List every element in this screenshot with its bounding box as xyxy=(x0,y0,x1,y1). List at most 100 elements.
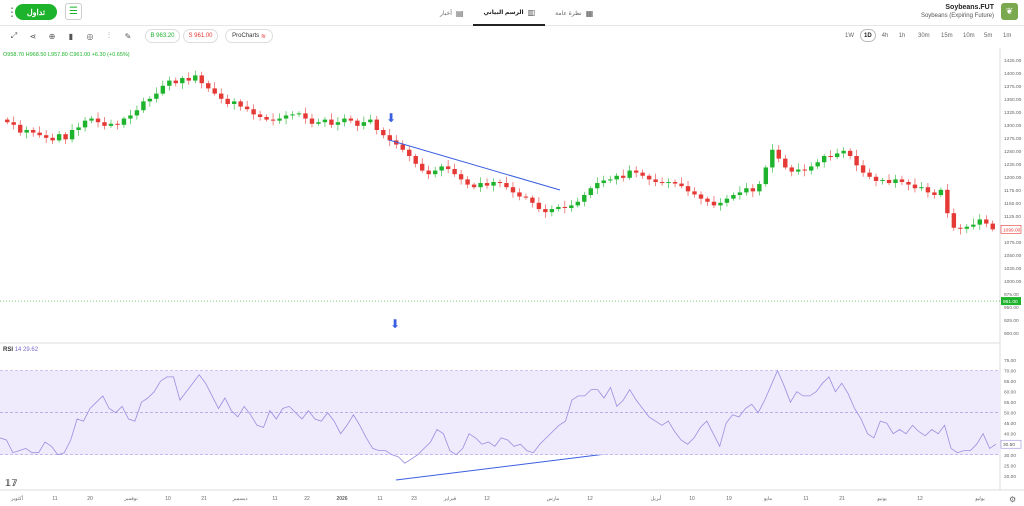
candle-body xyxy=(50,137,55,141)
timeframe-15m[interactable]: 15m xyxy=(941,32,953,39)
candle xyxy=(536,197,542,213)
candle xyxy=(212,82,217,96)
timeframe-1m[interactable]: 1m xyxy=(1003,32,1012,39)
candle xyxy=(400,140,405,153)
candle xyxy=(277,113,282,124)
candle-body xyxy=(18,124,23,133)
rsi-legend: RSI 14 29.62 xyxy=(3,347,38,353)
candle xyxy=(231,98,237,110)
compare-icon[interactable]: ◎ xyxy=(86,31,94,41)
candle-body xyxy=(465,179,470,185)
candle-body xyxy=(154,93,159,99)
candle xyxy=(945,184,950,218)
time-tick-label: يوليو xyxy=(974,496,985,502)
candle-body xyxy=(400,144,405,150)
candle-body xyxy=(69,130,75,140)
candle-body xyxy=(899,179,905,182)
rsi-tick-label: 30.00 xyxy=(1004,453,1016,459)
candle xyxy=(796,163,801,175)
watchlist-button[interactable]: ☰ xyxy=(65,3,82,20)
down-arrow-icon: ⬇ xyxy=(390,317,400,331)
candle-body xyxy=(744,188,749,193)
crosshair-icon[interactable]: ⊕ xyxy=(48,31,56,41)
indicators-icon[interactable]: ▮ xyxy=(68,31,74,41)
settings-sliders-icon[interactable]: ⫶ xyxy=(108,31,110,40)
candle xyxy=(666,178,671,189)
candle xyxy=(556,204,561,212)
timeframe-1h[interactable]: 1h xyxy=(898,32,906,39)
candle-body xyxy=(296,113,302,115)
candle-body xyxy=(128,115,133,119)
expand-icon[interactable]: ⤢ xyxy=(10,31,18,40)
candle-body xyxy=(439,166,444,171)
candle xyxy=(270,113,276,126)
candle-body xyxy=(231,101,237,104)
timeframe-1w[interactable]: 1W xyxy=(845,32,854,39)
timeframe-30m[interactable]: 30m xyxy=(918,32,930,39)
instrument-name: Soybeans (Expiring Future) xyxy=(920,13,994,19)
time-tick-label: 2026 xyxy=(336,496,347,502)
candle xyxy=(854,149,859,172)
ohlc-high: H968.50 xyxy=(25,52,47,58)
candle xyxy=(698,191,704,205)
candle xyxy=(186,72,191,85)
candle xyxy=(154,87,159,103)
rsi-tick-label: 45.00 xyxy=(1004,421,1016,427)
candle-body xyxy=(95,118,101,123)
tab-news[interactable]: أخبار ▤ xyxy=(430,0,473,26)
candle-body xyxy=(387,135,392,141)
candle xyxy=(984,215,989,228)
prochart-button[interactable]: ProCharts ≋ xyxy=(225,29,273,43)
candle-body xyxy=(30,130,36,133)
trade-button[interactable]: تداول xyxy=(15,4,57,20)
candle-body xyxy=(932,192,937,195)
timeframe-1d[interactable]: 1D xyxy=(860,29,876,42)
candle-body xyxy=(504,183,509,188)
candle-body xyxy=(199,75,204,84)
candle xyxy=(199,71,204,89)
candle-body xyxy=(919,187,924,189)
candle-body xyxy=(711,201,717,206)
timeframe-10m[interactable]: 10m xyxy=(963,32,975,39)
share-icon[interactable]: ⋖ xyxy=(29,31,37,41)
candle-body xyxy=(219,93,224,99)
tab-chart[interactable]: الرسم البياني ▥ xyxy=(473,0,546,26)
candle xyxy=(458,170,464,185)
time-tick-label: 19 xyxy=(726,496,732,502)
candle-body xyxy=(238,101,243,107)
candle-body xyxy=(173,80,179,84)
candle-body xyxy=(880,179,885,181)
candle xyxy=(37,126,42,138)
sell-price-button[interactable]: S 961.00 xyxy=(183,29,218,43)
candle-body xyxy=(945,189,950,214)
buy-price-button[interactable]: B 963.20 xyxy=(145,29,180,43)
candle xyxy=(705,196,710,206)
candle xyxy=(50,133,55,145)
candle xyxy=(744,183,749,196)
price-trendline xyxy=(388,139,561,191)
tab-overview[interactable]: نظرة عامة ▦ xyxy=(545,0,603,26)
candle-body xyxy=(63,134,68,140)
candle-body xyxy=(432,170,438,175)
candle xyxy=(847,148,853,160)
candle-body xyxy=(413,156,418,164)
candle-body xyxy=(692,191,697,195)
draw-icon[interactable]: ✎ xyxy=(124,31,132,41)
candle-body xyxy=(322,119,328,123)
instrument-info: Soybeans.FUT Soybeans (Expiring Future) xyxy=(921,4,994,20)
candle xyxy=(497,179,503,188)
rsi-value-tag-label: 30.50 xyxy=(1003,442,1015,448)
prochart-flag-icon: ≋ xyxy=(260,33,266,40)
timeframe-4h[interactable]: 4h xyxy=(881,32,889,39)
timeframe-5m[interactable]: 5m xyxy=(984,32,993,39)
gear-icon[interactable]: ⚙ xyxy=(1009,495,1017,504)
candle-body xyxy=(789,167,794,172)
price-tick-label: 1050.00 xyxy=(1004,253,1022,259)
candle-body xyxy=(186,78,191,81)
candle-body xyxy=(893,179,898,184)
candle-body xyxy=(530,197,535,203)
time-tick-label: 22 xyxy=(304,496,310,502)
candle-body xyxy=(283,115,289,119)
candle-body xyxy=(737,192,743,195)
